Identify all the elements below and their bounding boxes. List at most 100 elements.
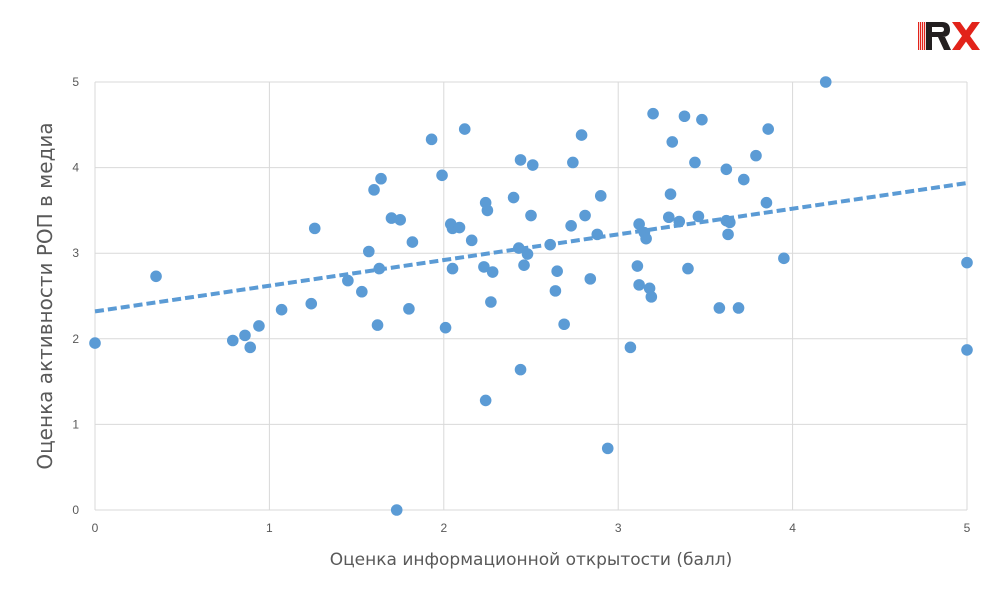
data-point bbox=[601, 442, 614, 455]
data-point bbox=[226, 334, 239, 347]
data-point bbox=[406, 236, 419, 248]
data-point bbox=[567, 156, 579, 169]
data-point bbox=[478, 261, 490, 273]
data-point bbox=[778, 252, 790, 265]
data-point bbox=[678, 110, 691, 123]
x-tick-label: 5 bbox=[964, 521, 971, 535]
data-point bbox=[558, 318, 570, 331]
data-point bbox=[640, 232, 652, 245]
data-point bbox=[647, 107, 659, 120]
data-point bbox=[544, 238, 556, 251]
data-point bbox=[696, 113, 708, 126]
data-point bbox=[692, 210, 705, 223]
data-point bbox=[525, 209, 537, 222]
data-point bbox=[591, 228, 604, 241]
data-point bbox=[631, 260, 644, 272]
data-point bbox=[961, 256, 973, 269]
data-point bbox=[485, 296, 497, 308]
data-point bbox=[549, 285, 562, 297]
data-point bbox=[385, 212, 398, 224]
data-point bbox=[551, 265, 563, 277]
data-point bbox=[689, 156, 701, 169]
data-point bbox=[308, 222, 321, 235]
data-point bbox=[673, 215, 686, 228]
rx-logo: RX bbox=[918, 20, 982, 52]
data-point bbox=[512, 242, 525, 254]
data-point bbox=[390, 504, 403, 516]
y-tick-label: 5 bbox=[72, 75, 79, 89]
tick-labels: 0 1 2 3 4 5 0 1 2 3 4 5 bbox=[72, 75, 970, 535]
y-tick-label: 2 bbox=[72, 332, 79, 346]
data-point bbox=[465, 234, 478, 247]
data-point bbox=[762, 123, 774, 135]
data-point bbox=[594, 190, 607, 202]
data-point bbox=[737, 173, 750, 186]
data-point bbox=[682, 262, 694, 275]
y-tick-label: 3 bbox=[72, 246, 79, 260]
data-point bbox=[453, 221, 466, 234]
data-point bbox=[645, 291, 658, 303]
rx-logo-icon: RX bbox=[918, 22, 980, 50]
x-tick-label: 1 bbox=[266, 521, 273, 535]
trendline bbox=[94, 181, 968, 314]
data-point bbox=[481, 204, 494, 217]
data-point bbox=[342, 274, 354, 287]
data-point bbox=[722, 228, 734, 241]
data-point bbox=[575, 129, 588, 141]
data-point bbox=[425, 133, 438, 146]
data-point bbox=[521, 248, 534, 260]
data-point bbox=[760, 196, 773, 209]
data-point bbox=[371, 319, 384, 331]
data-point bbox=[961, 344, 973, 356]
data-point bbox=[363, 245, 375, 258]
data-point bbox=[436, 169, 448, 182]
data-point bbox=[507, 191, 520, 204]
x-tick-label: 4 bbox=[789, 521, 796, 535]
x-tick-label: 2 bbox=[440, 521, 447, 535]
data-point bbox=[486, 266, 499, 278]
data-point bbox=[375, 172, 387, 185]
data-point bbox=[724, 216, 736, 229]
trendline-group bbox=[94, 181, 968, 314]
data-point bbox=[750, 149, 762, 162]
x-axis-title: Оценка информационной открытости (балл) bbox=[330, 550, 733, 570]
data-point bbox=[373, 262, 386, 275]
data-point bbox=[446, 262, 459, 275]
data-point bbox=[624, 341, 637, 354]
data-point bbox=[439, 321, 452, 334]
data-point bbox=[720, 163, 733, 176]
data-point bbox=[244, 341, 257, 354]
data-point bbox=[819, 76, 832, 88]
data-point bbox=[666, 136, 679, 148]
data-point bbox=[662, 211, 675, 224]
data-point bbox=[633, 279, 645, 291]
y-tick-label: 0 bbox=[72, 503, 79, 517]
data-point bbox=[403, 303, 415, 315]
x-tick-label: 0 bbox=[92, 521, 99, 535]
data-point bbox=[239, 329, 251, 342]
y-tick-label: 4 bbox=[72, 161, 79, 175]
data-point bbox=[664, 188, 677, 200]
y-axis-title: Оценка активности РОП в медиа bbox=[33, 122, 57, 469]
data-point bbox=[368, 184, 380, 196]
data-point bbox=[479, 394, 492, 407]
data-point bbox=[356, 285, 368, 298]
data-point bbox=[579, 209, 591, 222]
data-point bbox=[526, 159, 539, 171]
data-point bbox=[514, 154, 527, 166]
y-tick-label: 1 bbox=[72, 417, 79, 431]
data-point bbox=[253, 320, 265, 332]
points bbox=[89, 76, 973, 516]
data-point bbox=[275, 303, 288, 316]
x-tick-label: 3 bbox=[615, 521, 622, 535]
grid bbox=[94, 81, 968, 511]
data-point bbox=[89, 337, 101, 349]
data-point bbox=[458, 123, 471, 135]
data-point bbox=[633, 218, 645, 230]
data-point bbox=[305, 297, 318, 310]
data-point bbox=[514, 363, 527, 376]
data-point bbox=[565, 220, 577, 232]
data-point bbox=[713, 302, 726, 314]
data-point bbox=[584, 273, 597, 285]
